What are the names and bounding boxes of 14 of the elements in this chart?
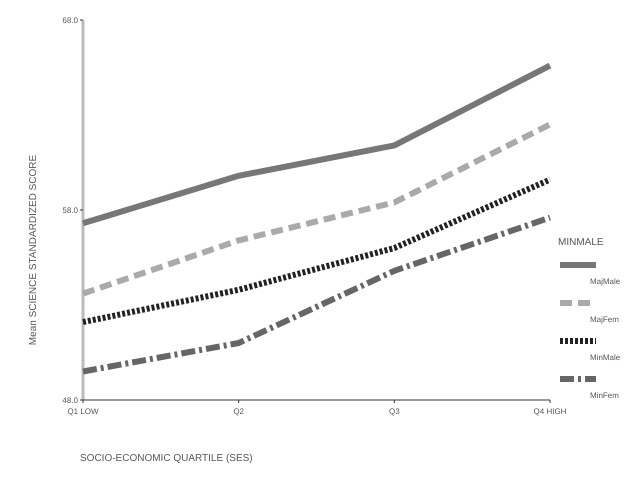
text: MinMale [590,353,621,362]
x-tick-label: Q4 HIGH [534,407,567,416]
text: MajFem [590,315,620,324]
x-tick-label: Q2 [233,407,245,416]
x-tick-label: Q3 [388,407,400,416]
y-tick-label: 48.0 [62,396,79,405]
y-tick-label: 68.0 [62,16,79,25]
text: MajMale [590,277,621,286]
y-tick-label: 58.0 [62,206,79,215]
y-axis-title: Mean SCIENCE STANDARDIZED SCORE [28,154,39,346]
legend-title: MINMALE [558,237,604,248]
text: MinFem [590,391,620,400]
x-tick-label: Q1 LOW [67,407,100,416]
x-axis-title: SOCIO-ECONOMIC QUARTILE (SES) [80,453,253,464]
